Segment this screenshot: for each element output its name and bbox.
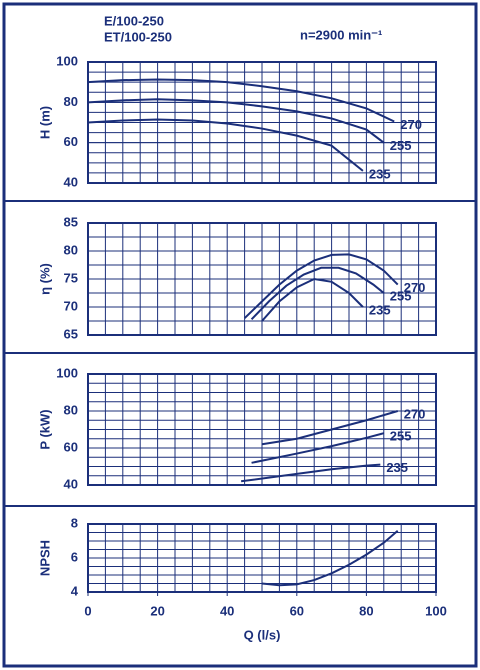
subtitle: ET/100-250 <box>104 29 172 44</box>
y-tick-label: 75 <box>64 270 78 285</box>
plot-border <box>87 523 437 593</box>
curve-label: 270 <box>404 406 426 421</box>
y-axis-label: H (m) <box>37 106 52 139</box>
y-axis-label: η (%) <box>37 263 52 295</box>
curve <box>250 266 385 321</box>
curve <box>87 118 364 172</box>
x-tick-label: 20 <box>150 603 164 618</box>
x-axis-label: Q (l/s) <box>244 627 281 642</box>
curve-label: 270 <box>400 117 422 132</box>
y-tick-label: 60 <box>64 439 78 454</box>
y-tick-label: 40 <box>64 476 78 491</box>
curve <box>240 463 381 483</box>
curve <box>261 277 364 322</box>
y-axis-label: P (kW) <box>37 409 52 449</box>
curve <box>261 410 399 446</box>
y-tick-label: 4 <box>71 583 79 598</box>
x-tick-label: 100 <box>425 603 447 618</box>
curve-label: 235 <box>369 302 391 317</box>
annotation: n=2900 min⁻¹ <box>300 27 382 42</box>
y-tick-label: 8 <box>71 515 78 530</box>
plot-border <box>87 373 437 486</box>
y-tick-label: 70 <box>64 298 78 313</box>
curve <box>87 78 395 123</box>
curve-label: 255 <box>390 288 412 303</box>
x-tick-label: 40 <box>220 603 234 618</box>
curve <box>87 98 385 144</box>
curve-label: 255 <box>390 429 412 444</box>
y-tick-label: 100 <box>56 53 78 68</box>
plot-border <box>87 222 437 336</box>
x-tick-label: 0 <box>84 603 91 618</box>
y-tick-label: 80 <box>64 242 78 257</box>
curve-label: 235 <box>386 460 408 475</box>
curve <box>261 530 399 587</box>
y-tick-label: 65 <box>64 326 78 341</box>
y-axis-label: NPSH <box>37 540 52 576</box>
title: E/100-250 <box>104 13 164 28</box>
curve-label: 235 <box>369 166 391 181</box>
y-tick-label: 80 <box>64 94 78 109</box>
curve <box>243 253 399 319</box>
x-tick-label: 80 <box>359 603 373 618</box>
y-tick-label: 100 <box>56 365 78 380</box>
x-tick-label: 60 <box>290 603 304 618</box>
curve <box>251 432 385 464</box>
y-tick-label: 60 <box>64 134 78 149</box>
y-tick-label: 80 <box>64 402 78 417</box>
y-tick-label: 6 <box>71 549 78 564</box>
y-tick-label: 40 <box>64 174 78 189</box>
curve-label: 255 <box>390 138 412 153</box>
y-tick-label: 85 <box>64 214 78 229</box>
curve-label: 270 <box>404 280 426 295</box>
